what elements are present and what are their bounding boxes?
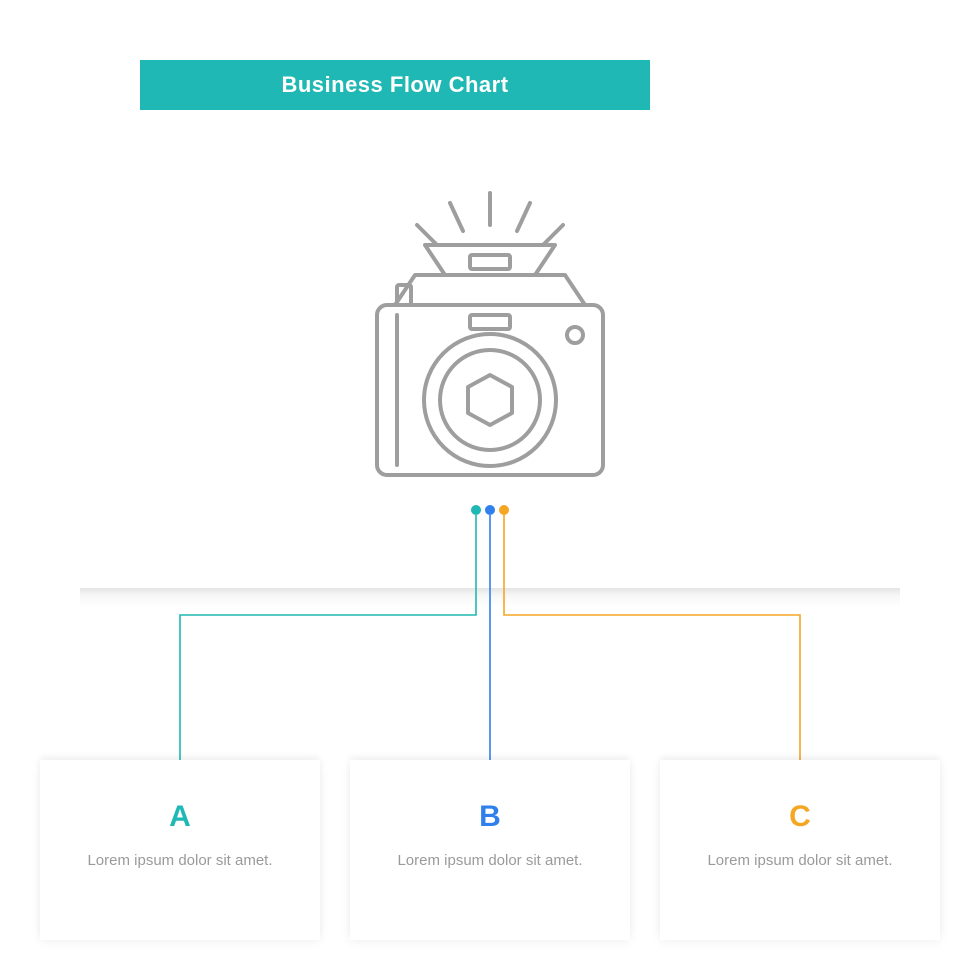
option-body: Lorem ipsum dolor sit amet. [350, 850, 630, 873]
page-title: Business Flow Chart [281, 72, 508, 98]
camera-icon [335, 185, 645, 500]
option-card-b: B Lorem ipsum dolor sit amet. [350, 760, 630, 940]
camera-svg [335, 185, 645, 495]
title-bar: Business Flow Chart [140, 60, 650, 110]
option-card-c: C Lorem ipsum dolor sit amet. [660, 760, 940, 940]
option-letter: B [350, 800, 630, 834]
option-card-a: A Lorem ipsum dolor sit amet. [40, 760, 320, 940]
option-letter: A [40, 800, 320, 834]
option-body: Lorem ipsum dolor sit amet. [660, 850, 940, 873]
option-letter: C [660, 800, 940, 834]
option-body: Lorem ipsum dolor sit amet. [40, 850, 320, 873]
